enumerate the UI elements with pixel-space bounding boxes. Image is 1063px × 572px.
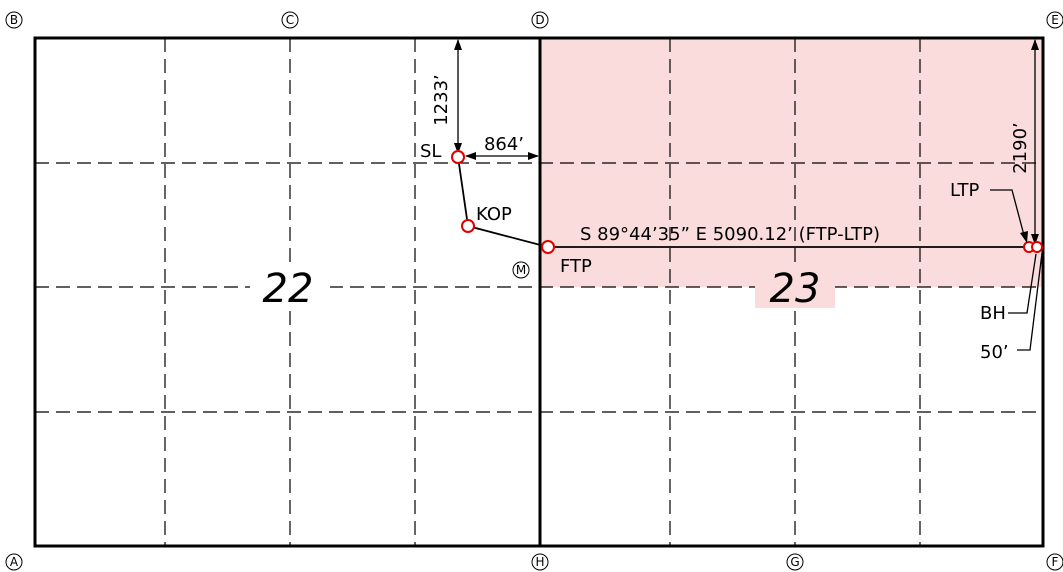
west-offset-dimension: 864’ xyxy=(465,134,539,160)
ftp-label: FTP xyxy=(560,256,592,277)
bh-marker xyxy=(1031,241,1043,253)
corner-markers: B C D E A H G F M xyxy=(5,11,1063,571)
section-23-label-bg xyxy=(755,268,835,308)
sl-marker xyxy=(451,150,465,164)
section-22-label-bg xyxy=(250,268,330,308)
section-22-label: 22 xyxy=(263,266,314,312)
svg-text:D: D xyxy=(535,13,544,27)
west-offset-label: 864’ xyxy=(484,134,524,155)
corner-f-marker: F xyxy=(1046,553,1063,571)
corner-e-marker: E xyxy=(1046,11,1063,29)
corner-a-marker: A xyxy=(5,553,23,571)
east-offset-label: 2190’ xyxy=(1010,122,1031,174)
svg-text:E: E xyxy=(1051,13,1059,27)
lateral-bearing-label: S 89°44’35” E 5090.12’ (FTP-LTP) xyxy=(580,224,880,245)
svg-text:B: B xyxy=(10,13,18,27)
section-23-label: 23 xyxy=(770,266,821,312)
east-offset-dimension: 2190’ xyxy=(1010,39,1039,245)
section-boundaries xyxy=(33,36,1045,548)
svg-text:BH: BH xyxy=(980,303,1006,324)
svg-text:G: G xyxy=(790,555,799,569)
north-offset-dimension: 1233’ xyxy=(431,39,462,154)
corner-d-marker: D xyxy=(531,11,549,29)
kop-label: KOP xyxy=(476,204,512,225)
corner-b-marker: B xyxy=(5,11,23,29)
corner-c-marker: C xyxy=(281,11,299,29)
svg-text:H: H xyxy=(535,555,544,569)
svg-text:A: A xyxy=(10,555,19,569)
well-point-markers xyxy=(451,150,1043,254)
corner-h-marker: H xyxy=(531,553,549,571)
ltp-callout: LTP xyxy=(950,180,1028,243)
corner-g-marker: G xyxy=(786,553,804,571)
bh-callout: BH xyxy=(980,253,1037,324)
north-offset-label: 1233’ xyxy=(431,74,452,126)
bh-offset-callout: 50’ xyxy=(980,252,1043,363)
corner-m-marker: M xyxy=(512,261,530,279)
svg-text:LTP: LTP xyxy=(950,180,980,201)
ftp-marker xyxy=(541,240,555,254)
svg-text:F: F xyxy=(1052,555,1059,569)
svg-text:C: C xyxy=(286,13,294,27)
svg-text:50’: 50’ xyxy=(980,342,1009,363)
sl-label: SL xyxy=(420,141,441,162)
svg-text:M: M xyxy=(516,263,526,277)
kop-marker xyxy=(461,219,475,233)
